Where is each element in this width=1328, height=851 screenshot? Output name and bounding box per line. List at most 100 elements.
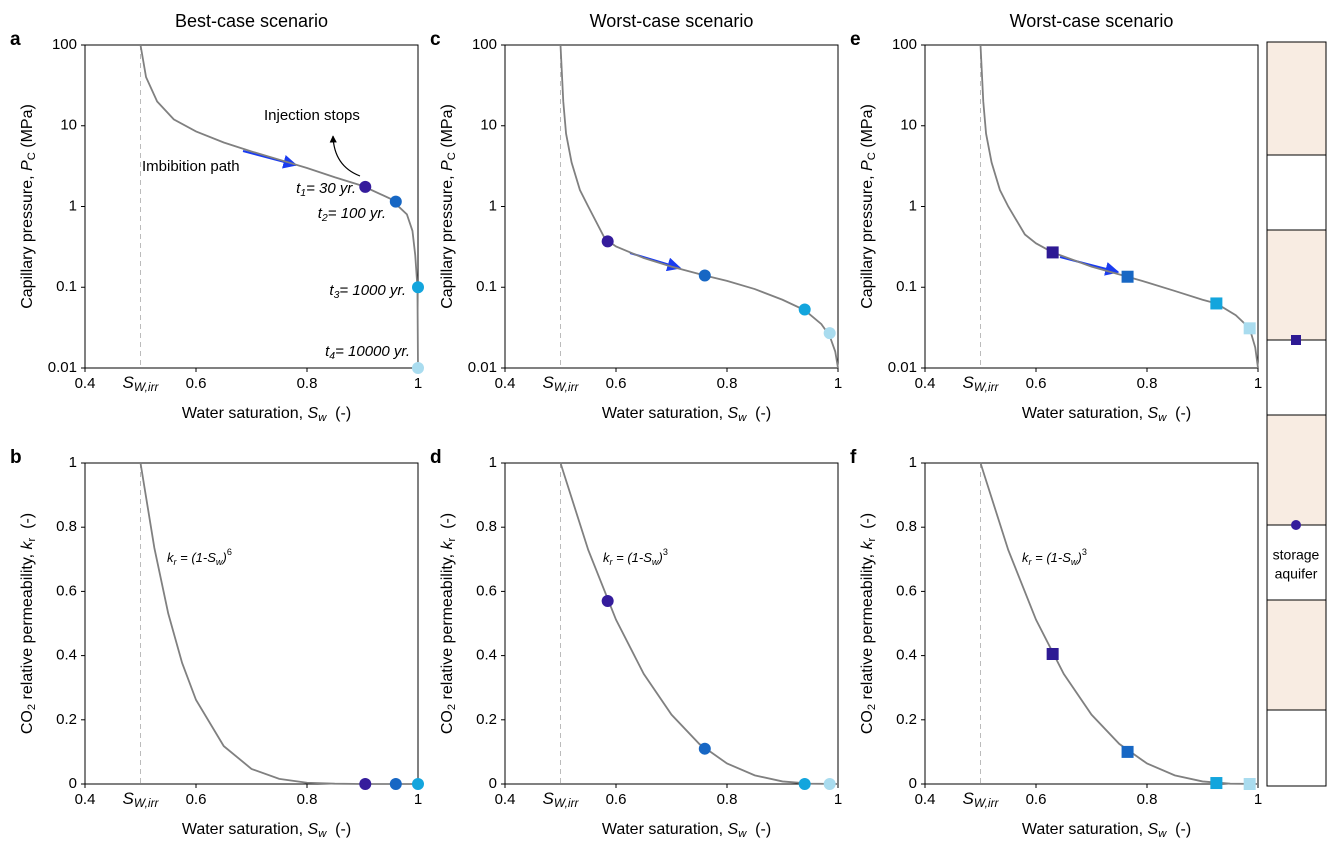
point <box>1243 322 1256 335</box>
y-tick-label: 10 <box>480 117 497 134</box>
y-tick-label: 100 <box>52 36 77 53</box>
curve <box>559 44 839 369</box>
panel-letter: a <box>10 29 21 50</box>
text-segment: Capillary pressure, <box>439 171 456 309</box>
text-segment: w <box>318 412 327 424</box>
text-segment: (MPa) <box>439 104 456 152</box>
text-segment: = 100 yr. <box>328 205 386 222</box>
annotation: kr = (1-Sw)3 <box>603 547 668 567</box>
y-tick-label: 0 <box>909 775 917 792</box>
point <box>389 195 402 208</box>
y-axis-label: CO2 relative permeability, kr (-) <box>859 513 878 734</box>
text-segment: (MPa) <box>859 104 876 152</box>
irreducible-label: SW,irr <box>963 373 1000 394</box>
text-segment: r <box>866 537 878 541</box>
text-segment: Injection stops <box>264 107 360 124</box>
y-axis-label: Capillary pressure, PC (MPa) <box>19 104 38 309</box>
irreducible-label: SW,irr <box>543 789 580 810</box>
text-segment: C <box>866 152 878 160</box>
x-tick-label: 1 <box>414 791 422 808</box>
y-tick-label: 10 <box>900 117 917 134</box>
x-tick-label: 1 <box>1254 791 1262 808</box>
panel-letter: b <box>10 447 22 468</box>
text-segment: P <box>439 160 456 171</box>
text-segment: 2 <box>321 212 328 224</box>
annotation: kr = (1-Sw)6 <box>167 547 232 567</box>
text-segment: relative permeability, <box>859 549 876 703</box>
text-segment: (-) <box>326 821 351 838</box>
text-segment: k <box>603 550 611 565</box>
text-segment: S <box>308 821 319 838</box>
text-segment: CO <box>439 710 456 734</box>
text-segment: w <box>738 828 747 840</box>
y-tick-label: 0.2 <box>56 711 77 728</box>
text-segment: Water saturation, <box>602 405 728 422</box>
text-segment: t <box>318 205 323 222</box>
y-tick-label: 0.01 <box>468 359 497 376</box>
text-segment: 3 <box>663 547 668 557</box>
text-segment: r <box>446 537 458 541</box>
y-tick-label: 0.4 <box>896 647 917 664</box>
text-segment: t <box>329 282 334 299</box>
y-tick-label: 0.8 <box>896 518 917 535</box>
x-tick-label: 0.4 <box>915 375 936 392</box>
text-segment: k <box>1022 550 1030 565</box>
x-axis-label: Water saturation, Sw (-) <box>1022 821 1191 840</box>
point <box>359 778 372 790</box>
text-segment: W,irr <box>554 380 580 394</box>
text-segment: 6 <box>227 547 232 557</box>
panel-letter: f <box>850 447 857 468</box>
text-segment: (-) <box>1166 821 1191 838</box>
text-segment: relative permeability, <box>19 549 36 703</box>
x-tick-label: 0.8 <box>297 791 318 808</box>
y-tick-label: 1 <box>909 454 917 471</box>
text-segment: 2 <box>866 704 878 710</box>
text-segment: w <box>1158 412 1167 424</box>
y-axis-label: CO2 relative permeability, kr (-) <box>19 513 38 734</box>
annotation: t3= 1000 yr. <box>329 282 406 301</box>
chart-title: Worst-case scenario <box>1010 11 1174 31</box>
y-tick-label: 0.6 <box>896 582 917 599</box>
text-segment: (-) <box>746 405 771 422</box>
text-segment: Water saturation, <box>602 821 728 838</box>
x-tick-label: 1 <box>414 375 422 392</box>
point <box>1210 297 1223 310</box>
text-segment: ) <box>220 550 226 565</box>
x-axis-label: Water saturation, Sw (-) <box>182 405 351 424</box>
x-axis-label: Water saturation, Sw (-) <box>182 821 351 840</box>
x-tick-label: 0.6 <box>186 791 207 808</box>
text-segment: t <box>325 343 330 360</box>
text-segment: 4 <box>329 350 335 362</box>
y-tick-label: 0.1 <box>896 278 917 295</box>
text-segment: 3 <box>334 289 340 301</box>
text-segment: relative permeability, <box>439 549 456 703</box>
text-segment: S <box>123 789 135 808</box>
text-segment: CO <box>859 710 876 734</box>
y-tick-label: 100 <box>472 36 497 53</box>
annotation: t4= 10000 yr. <box>325 343 410 362</box>
text-segment: k <box>859 540 876 549</box>
text-segment: S <box>123 373 135 392</box>
text-segment: S <box>728 405 739 422</box>
x-tick-label: 1 <box>834 375 842 392</box>
text-segment: S <box>1148 821 1159 838</box>
panel-letter: c <box>430 29 441 50</box>
irreducible-label: SW,irr <box>123 789 160 810</box>
text-segment: w <box>216 557 224 567</box>
y-tick-label: 0.1 <box>476 278 497 295</box>
text-segment: w <box>318 828 327 840</box>
text-segment: = 1000 yr. <box>339 282 406 299</box>
text-segment: S <box>1148 405 1159 422</box>
annotation: Injection stops <box>264 107 360 124</box>
text-segment: (-) <box>439 513 456 538</box>
curve <box>139 44 419 369</box>
plot-frame <box>84 462 419 785</box>
x-tick-label: 0.6 <box>606 791 627 808</box>
x-tick-label: 0.4 <box>495 375 516 392</box>
text-segment: C <box>446 152 458 160</box>
text-segment: P <box>19 160 36 171</box>
text-segment: Water saturation, <box>1022 821 1148 838</box>
y-tick-label: 0.01 <box>48 359 77 376</box>
